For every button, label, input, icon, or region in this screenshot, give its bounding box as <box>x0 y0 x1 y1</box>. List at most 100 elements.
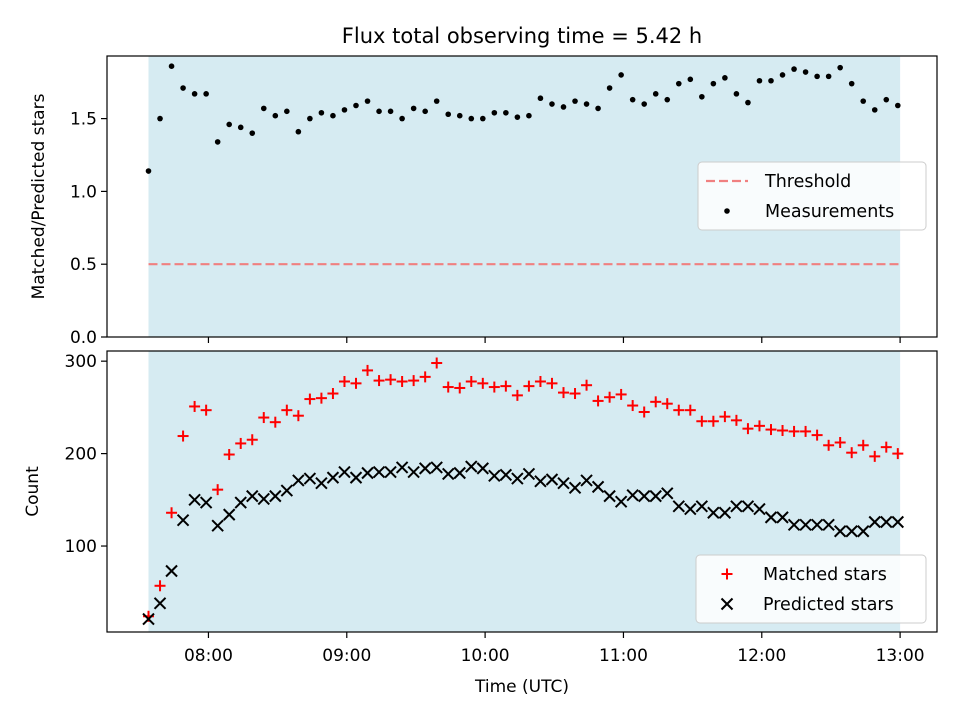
ratio-axes-frame <box>106 55 938 338</box>
matched-star-point <box>638 406 650 418</box>
predicted-star-point <box>718 506 732 519</box>
measurement-point <box>387 108 394 115</box>
predicted-star-point <box>880 515 893 529</box>
x-tick-label: 10:00 <box>461 646 510 666</box>
matched-star-point <box>431 357 443 369</box>
count-legend-box <box>695 554 927 624</box>
predicted-star-point <box>845 525 858 538</box>
measurement-point <box>641 101 647 107</box>
matched-star-point <box>661 398 673 410</box>
predicted-star-point <box>361 466 374 480</box>
measurement-point <box>353 102 359 109</box>
measurement-point <box>549 101 555 107</box>
predicted-star-point <box>395 461 409 474</box>
matched-star-point <box>177 430 189 442</box>
measurement-point <box>848 80 855 87</box>
ratio-y-axis-label: Matched/Predicted stars <box>29 93 49 299</box>
measurement-point <box>895 102 901 109</box>
matched-star-point <box>604 391 616 403</box>
measurement-point <box>260 105 267 112</box>
measurement-point <box>572 98 578 104</box>
predicted-star-point <box>326 471 340 484</box>
predicted-star-point <box>591 480 605 494</box>
matched-star-point <box>707 415 719 427</box>
matched-star-point <box>362 364 374 376</box>
predicted-star-point <box>741 500 755 513</box>
matched-star-point <box>800 425 812 437</box>
matched-star-point <box>558 387 569 399</box>
predicted-star-point <box>661 487 674 500</box>
measurement-point <box>145 168 152 174</box>
matched-star-point <box>281 404 293 416</box>
matched-star-point <box>269 416 281 428</box>
legend-measurements-swatch <box>724 208 730 214</box>
measurement-point <box>249 130 256 136</box>
legend-predicted-label: Predicted stars <box>763 595 894 615</box>
ratio-x-ticks <box>207 337 901 343</box>
y-tick-label: 1.0 <box>70 182 97 202</box>
x-axis-label: Time (UTC) <box>474 677 569 697</box>
predicted-star-point <box>165 564 178 578</box>
matched-star-point <box>523 380 535 392</box>
measurement-point <box>537 95 544 102</box>
measurement-point <box>791 66 797 72</box>
predicted-star-point <box>199 496 213 509</box>
predicted-star-point <box>810 518 824 531</box>
matched-star-point <box>892 448 904 460</box>
predicted-star-point <box>753 502 766 516</box>
predicted-star-point <box>799 518 812 531</box>
predicted-star-point <box>707 506 720 519</box>
measurement-point <box>595 105 601 112</box>
predicted-star-point <box>637 489 651 503</box>
matched-star-point <box>488 381 500 393</box>
count-x-ticks: 08:00 09:00 10:00 11:00 12:00 13:00 <box>184 632 925 666</box>
y-tick-label: 1.5 <box>70 110 97 130</box>
measurement-point <box>664 96 671 103</box>
predicted-star-point <box>234 496 247 509</box>
matched-star-point <box>200 404 212 416</box>
x-tick-label: 09:00 <box>322 646 371 666</box>
matched-star-point <box>811 429 823 441</box>
y-tick-label: 0.5 <box>70 255 97 275</box>
matched-star-point <box>454 382 466 394</box>
measurement-point <box>191 91 198 97</box>
matched-star-point <box>581 379 593 391</box>
predicted-star-point <box>269 489 282 503</box>
matched-star-point <box>765 424 777 436</box>
measurement-point <box>618 72 624 78</box>
predicted-star-point <box>292 474 305 487</box>
matched-star-point <box>292 410 304 422</box>
measurement-point <box>860 98 867 104</box>
matched-star-point <box>788 425 800 437</box>
matched-star-point <box>753 420 765 432</box>
x-tick-label: 12:00 <box>737 646 786 666</box>
ratio-legend-box <box>697 161 927 231</box>
matched-star-point <box>373 375 385 387</box>
x-tick-label: 11:00 <box>599 646 648 666</box>
predicted-star-point <box>603 489 616 503</box>
x-tick-label: 13:00 <box>876 646 925 666</box>
measurement-point <box>237 124 244 131</box>
matched-star-point <box>569 388 581 400</box>
measurement-point <box>491 109 498 116</box>
predicted-star-point <box>534 475 547 488</box>
measurement-point <box>779 72 786 78</box>
predicted-star-point <box>649 489 662 503</box>
measurement-point <box>756 77 763 84</box>
predicted-star-point <box>833 525 847 538</box>
predicted-star-point <box>764 511 778 524</box>
matched-star-point <box>511 389 523 401</box>
measurement-point <box>203 91 209 97</box>
predicted-star-point <box>499 468 513 482</box>
measurement-point <box>157 115 163 122</box>
matched-star-point <box>419 371 431 383</box>
matched-star-point <box>592 395 604 407</box>
matched-star-point <box>396 376 408 388</box>
matched-star-point <box>673 404 685 416</box>
predicted-star-point <box>246 489 259 503</box>
measurement-point <box>272 112 279 119</box>
predicted-star-point <box>488 469 501 482</box>
matched-star-point <box>684 404 696 416</box>
matched-star-point <box>338 376 350 388</box>
